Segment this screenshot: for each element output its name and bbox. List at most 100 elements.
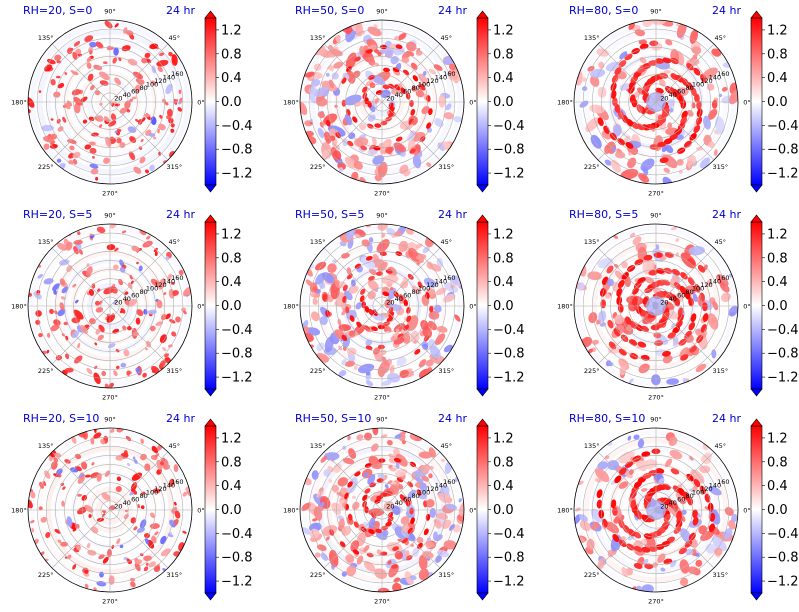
polar-plot: 0°45°90°135°180°225°270°315°20 40 60 801001… xyxy=(283,416,477,606)
colorbar-tick-label: −0.8 xyxy=(767,143,799,158)
angle-tick-label: 90° xyxy=(376,212,388,220)
angle-tick-label: 0° xyxy=(197,507,204,515)
angle-tick-label: 270° xyxy=(102,394,118,402)
colorbar-tick-label: 0.4 xyxy=(493,275,514,290)
colorbar: −1.2 −0.8 −0.4 0.0 0.4 0.8 1.2 xyxy=(476,10,525,193)
angle-tick-label: 315° xyxy=(712,367,728,375)
angle-tick-label: 225° xyxy=(310,571,326,579)
panel-title: RH=20, S=0 xyxy=(23,4,93,17)
radial-tick-label: 60 xyxy=(677,88,685,96)
radial-tick-label: 120 xyxy=(426,281,438,289)
colorbar-tick-label: −0.4 xyxy=(221,527,253,542)
angle-tick-label: 135° xyxy=(38,238,54,246)
colorbar-tick-label: −1.2 xyxy=(767,575,799,590)
colorbar-tick-label: −0.8 xyxy=(221,551,253,566)
panel-title: RH=20, S=5 xyxy=(23,208,93,221)
colorbar-tick-label: −0.8 xyxy=(767,347,799,362)
colorbar-tick-label: 0.0 xyxy=(493,95,514,110)
polar-panel-9: RH=80, S=10 24 hr 0° 45° 90° 135° 180° 225° 270°… xyxy=(546,408,799,612)
colorbar-tick-label: −0.8 xyxy=(493,551,525,566)
colorbar-tick-label: 0.0 xyxy=(221,299,242,314)
angle-tick-label: 135° xyxy=(584,442,600,450)
radial-tick-label: 140 xyxy=(435,278,447,286)
colorbar-tick-label: −0.4 xyxy=(493,119,525,134)
colorbar-tick-label: 0.0 xyxy=(767,503,788,518)
angle-tick-label: 45° xyxy=(441,442,453,450)
colorbar: −1.2 −0.8 −0.4 0.0 0.4 0.8 1.2 xyxy=(750,418,799,601)
angle-tick-label: 0° xyxy=(743,507,750,515)
radial-tick-label: 80 xyxy=(412,84,420,92)
colorbar: −1.2 −0.8 −0.4 0.0 0.4 0.8 1.2 xyxy=(204,10,253,193)
angle-tick-label: 180° xyxy=(11,99,27,107)
colorbar-tick-label: −1.2 xyxy=(767,371,799,386)
colorbar-tick-label: 0.4 xyxy=(767,71,788,86)
panel-title: RH=20, S=10 xyxy=(23,412,100,425)
colorbar-tick-label: −1.2 xyxy=(493,371,525,386)
radial-tick-label: 80 xyxy=(140,288,148,296)
radial-tick-label: 40 xyxy=(395,295,403,303)
colorbar-tick-label: −0.4 xyxy=(221,323,253,338)
angle-tick-label: 270° xyxy=(374,598,390,606)
polar-plot: 0°45°90°135°180°225°270°315°20 40 60 801001… xyxy=(11,416,205,606)
angle-tick-label: 90° xyxy=(650,416,662,424)
angle-tick-label: 135° xyxy=(38,34,54,42)
angle-tick-label: 180° xyxy=(283,507,299,515)
radial-tick-label: 160 xyxy=(443,70,455,78)
angle-tick-label: 225° xyxy=(584,367,600,375)
colorbar: −1.2 −0.8 −0.4 0.0 0.4 0.8 1.2 xyxy=(476,418,525,601)
colorbar-tick-label: 1.2 xyxy=(767,227,788,242)
polar-panel-2: RH=50, S=0 24 hr 0° 45° 90° 135° 180° 225° 270° 3… xyxy=(272,0,525,204)
colorbar-tick-label: 0.4 xyxy=(493,71,514,86)
panel-time-label: 24 hr xyxy=(438,412,467,425)
angle-tick-label: 0° xyxy=(743,303,750,311)
colorbar-tick-label: 0.0 xyxy=(767,299,788,314)
panel-title: RH=80, S=5 xyxy=(569,208,639,221)
radial-tick-label: 40 xyxy=(669,295,677,303)
colorbar-tick-label: −0.8 xyxy=(493,143,525,158)
polar-panel-3: RH=80, S=0 24 hr 0° 45° 90° 135° 180° 225° 270° 3… xyxy=(546,0,799,204)
radial-tick-label: 20 xyxy=(386,503,394,511)
angle-tick-label: 315° xyxy=(712,571,728,579)
colorbar-tick-label: −1.2 xyxy=(493,575,525,590)
colorbar-tick-label: 0.8 xyxy=(221,47,242,62)
panel-title: RH=80, S=0 xyxy=(569,4,639,17)
radial-tick-label: 40 xyxy=(395,499,403,507)
radial-tick-label: 160 xyxy=(443,478,455,486)
colorbar-tick-label: 0.8 xyxy=(767,47,788,62)
angle-tick-label: 90° xyxy=(376,416,388,424)
colorbar-tick-label: −0.8 xyxy=(221,143,253,158)
polar-panel-4: RH=20, S=5 24 hr 0° 45° 90° 135° 180° 225° 270° 3… xyxy=(0,204,253,408)
radial-tick-label: 100 xyxy=(692,81,704,89)
colorbar-tick-label: 0.8 xyxy=(221,455,242,470)
colorbar-tick-label: 0.4 xyxy=(221,71,242,86)
radial-tick-label: 20 xyxy=(114,95,122,103)
panel-title: RH=50, S=10 xyxy=(295,412,372,425)
angle-tick-label: 225° xyxy=(584,571,600,579)
radial-tick-label: 100 xyxy=(146,489,158,497)
angle-tick-label: 135° xyxy=(38,442,54,450)
angle-tick-label: 0° xyxy=(197,303,204,311)
radial-tick-label: 60 xyxy=(403,292,411,300)
radial-tick-label: 60 xyxy=(403,496,411,504)
angle-tick-label: 45° xyxy=(441,34,453,42)
radial-tick-label: 60 xyxy=(677,496,685,504)
radial-tick-label: 20 xyxy=(114,503,122,511)
colorbar-tick-label: 0.4 xyxy=(767,479,788,494)
angle-tick-label: 45° xyxy=(169,238,181,246)
colorbar-tick-label: 0.4 xyxy=(221,479,242,494)
angle-tick-label: 135° xyxy=(310,238,326,246)
colorbar-tick-label: −0.4 xyxy=(493,323,525,338)
angle-tick-label: 90° xyxy=(650,8,662,16)
angle-tick-label: 135° xyxy=(310,442,326,450)
radial-tick-label: 160 xyxy=(717,70,729,78)
polar-plot: 0°45°90°135°180°225°270°315°20 40 60 801001… xyxy=(557,416,751,606)
angle-tick-label: 225° xyxy=(310,163,326,171)
radial-tick-label: 80 xyxy=(140,84,148,92)
colorbar-tick-label: −0.4 xyxy=(221,119,253,134)
angle-tick-label: 180° xyxy=(557,303,573,311)
colorbar-tick-label: −0.8 xyxy=(221,347,253,362)
polar-panel-6: RH=80, S=5 24 hr 0° 45° 90° 135° 180° 225° 270° 3… xyxy=(546,204,799,408)
colorbar-tick-label: 0.0 xyxy=(767,95,788,110)
radial-tick-label: 80 xyxy=(686,492,694,500)
colorbar-tick-label: −0.8 xyxy=(767,551,799,566)
